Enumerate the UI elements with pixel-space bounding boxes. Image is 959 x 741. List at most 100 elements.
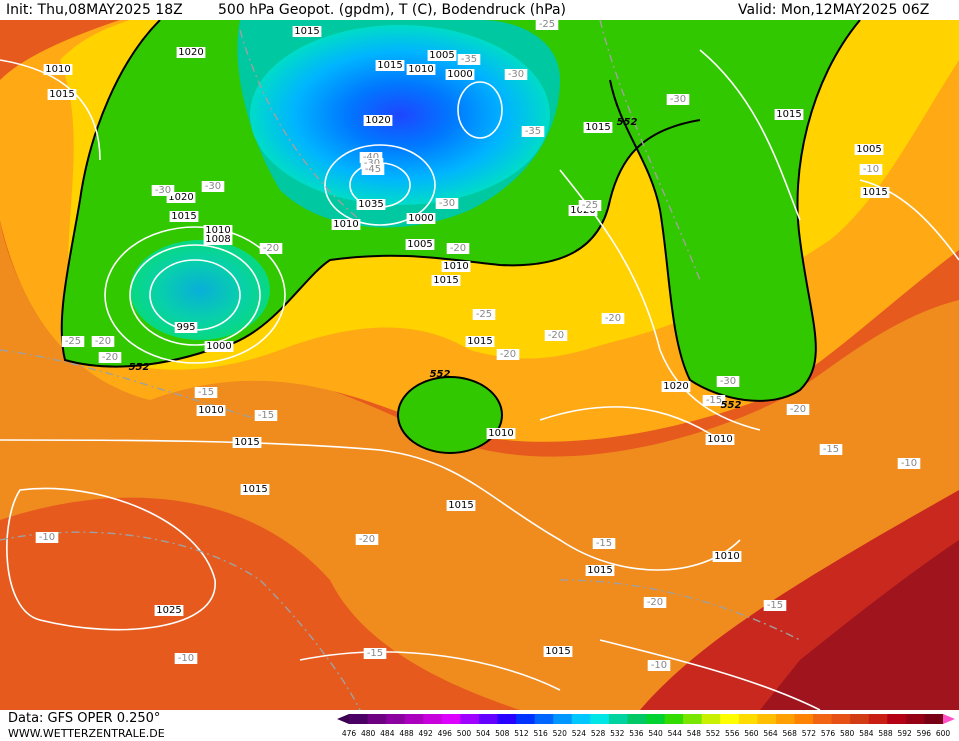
temperature-label-box — [643, 597, 667, 608]
isobar-label: 1025 — [156, 605, 181, 616]
isobar-label-box — [176, 47, 206, 58]
isobar-label-box — [154, 605, 184, 616]
temperature-label: -15 — [823, 444, 839, 455]
legend-tick-label: 584 — [859, 729, 874, 738]
isobar-label: 1035 — [358, 199, 383, 210]
isobar-label-box — [406, 213, 436, 224]
contour-552-cutoff — [397, 376, 503, 454]
isobar-label-box — [166, 192, 196, 203]
temperature-label: -25 — [582, 200, 598, 211]
legend-swatch — [516, 714, 536, 724]
temperature-label-box — [446, 243, 470, 254]
contour-552-label: 552 — [430, 369, 451, 380]
isobar-label-box — [240, 484, 270, 495]
isobar-label-box — [854, 144, 884, 155]
isobar-label: 1008 — [205, 234, 230, 245]
isobar-label-box — [47, 89, 77, 100]
legend-tick-label: 576 — [821, 729, 836, 738]
isobar-label-box — [705, 434, 735, 445]
legend-tick-label: 592 — [898, 729, 913, 738]
isobar-label-box — [445, 69, 475, 80]
temperature-label: -20 — [500, 349, 516, 360]
temperature-label-box — [666, 94, 690, 105]
legend-swatch — [924, 714, 944, 724]
isobar-label: 1015 — [585, 122, 610, 133]
temperature-label: -25 — [476, 309, 492, 320]
temperature-label-box — [496, 349, 520, 360]
isobar-label: 1020 — [663, 381, 688, 392]
isobar-label: 1010 — [443, 261, 468, 272]
legend-tick-label: 560 — [744, 729, 759, 738]
temperature-label: -40 — [363, 152, 379, 163]
legend-swatch — [664, 714, 684, 724]
temperature-label: -20 — [605, 313, 621, 324]
legend-swatch — [404, 714, 424, 724]
temperature-label-box — [355, 534, 379, 545]
temperature-label: -20 — [359, 534, 375, 545]
isobar-label-box — [465, 336, 495, 347]
temperature-label-box — [174, 653, 198, 664]
legend-swatch — [757, 714, 777, 724]
temperature-label: -25 — [539, 20, 555, 30]
temperature-label-box — [91, 336, 115, 347]
legend-arrow-high — [943, 714, 955, 724]
temperature-label-box — [35, 532, 59, 543]
legend-tick-label: 596 — [917, 729, 932, 738]
isobar-label: 1015 — [587, 565, 612, 576]
temperature-label: -15 — [198, 387, 214, 398]
legend-tick-label: 476 — [342, 729, 357, 738]
isobar-label-box — [363, 115, 393, 126]
isobar-label-box — [543, 646, 573, 657]
temperature-label-box — [716, 376, 740, 387]
legend-swatch — [571, 714, 591, 724]
legend-swatch — [720, 714, 740, 724]
temperature-label: -30 — [508, 69, 524, 80]
legend-swatch — [850, 714, 870, 724]
isobar-label-box — [583, 122, 613, 133]
isobar-label: 1010 — [714, 551, 739, 562]
temperature-label: -25 — [65, 336, 81, 347]
temperature-label-box — [504, 69, 528, 80]
legend-swatch — [775, 714, 795, 724]
temperature-label-box — [592, 538, 616, 549]
temperature-label: -20 — [102, 352, 118, 363]
isobar-label-box — [356, 199, 386, 210]
contour-552-west — [60, 20, 701, 368]
data-source: Data: GFS OPER 0.250° — [8, 711, 161, 726]
temperature-label: -35 — [525, 126, 541, 137]
isobar-label-box — [406, 64, 436, 75]
isobar-label: 1015 — [545, 646, 570, 657]
legend-tick-label: 540 — [648, 729, 663, 738]
init-time: Init: Thu,08MAY2025 18Z — [6, 2, 183, 18]
legend-tick-label: 568 — [783, 729, 798, 738]
legend-swatch — [478, 714, 498, 724]
legend-swatch — [646, 714, 666, 724]
legend-swatch — [497, 714, 517, 724]
temperature-label: -15 — [767, 600, 783, 611]
isobar-label: 995 — [176, 322, 195, 333]
isobar-label: 1005 — [429, 50, 454, 61]
legend-swatch — [460, 714, 480, 724]
isobar-label: 1020 — [178, 47, 203, 58]
legend-swatch — [868, 714, 888, 724]
weather-map: 1015 1010 1015 1020 1015 1005 1010 1000 1015 1020… — [0, 20, 959, 710]
isobar-label: 1015 — [242, 484, 267, 495]
temperature-label: -30 — [439, 198, 455, 209]
legend-tick-label: 488 — [399, 729, 414, 738]
legend-tick-label: 572 — [802, 729, 817, 738]
isobar-label: 1005 — [856, 144, 881, 155]
temperature-label-box — [578, 200, 602, 211]
legend-tick-label: 600 — [936, 729, 951, 738]
isobar-label: 1000 — [447, 69, 472, 80]
legend-tick-label: 528 — [591, 729, 606, 738]
temperature-label: -30 — [205, 181, 221, 192]
legend-swatch — [701, 714, 721, 724]
temperature-label-box — [360, 158, 384, 169]
low-west-cyan — [130, 240, 270, 340]
isobar-label: 1020 — [168, 192, 193, 203]
isobar-label: 1015 — [377, 60, 402, 71]
isobar-label-box — [331, 219, 361, 230]
temperature-label-box — [702, 395, 726, 406]
isobar-label-box — [196, 405, 226, 416]
isobar-label: 1010 — [45, 64, 70, 75]
